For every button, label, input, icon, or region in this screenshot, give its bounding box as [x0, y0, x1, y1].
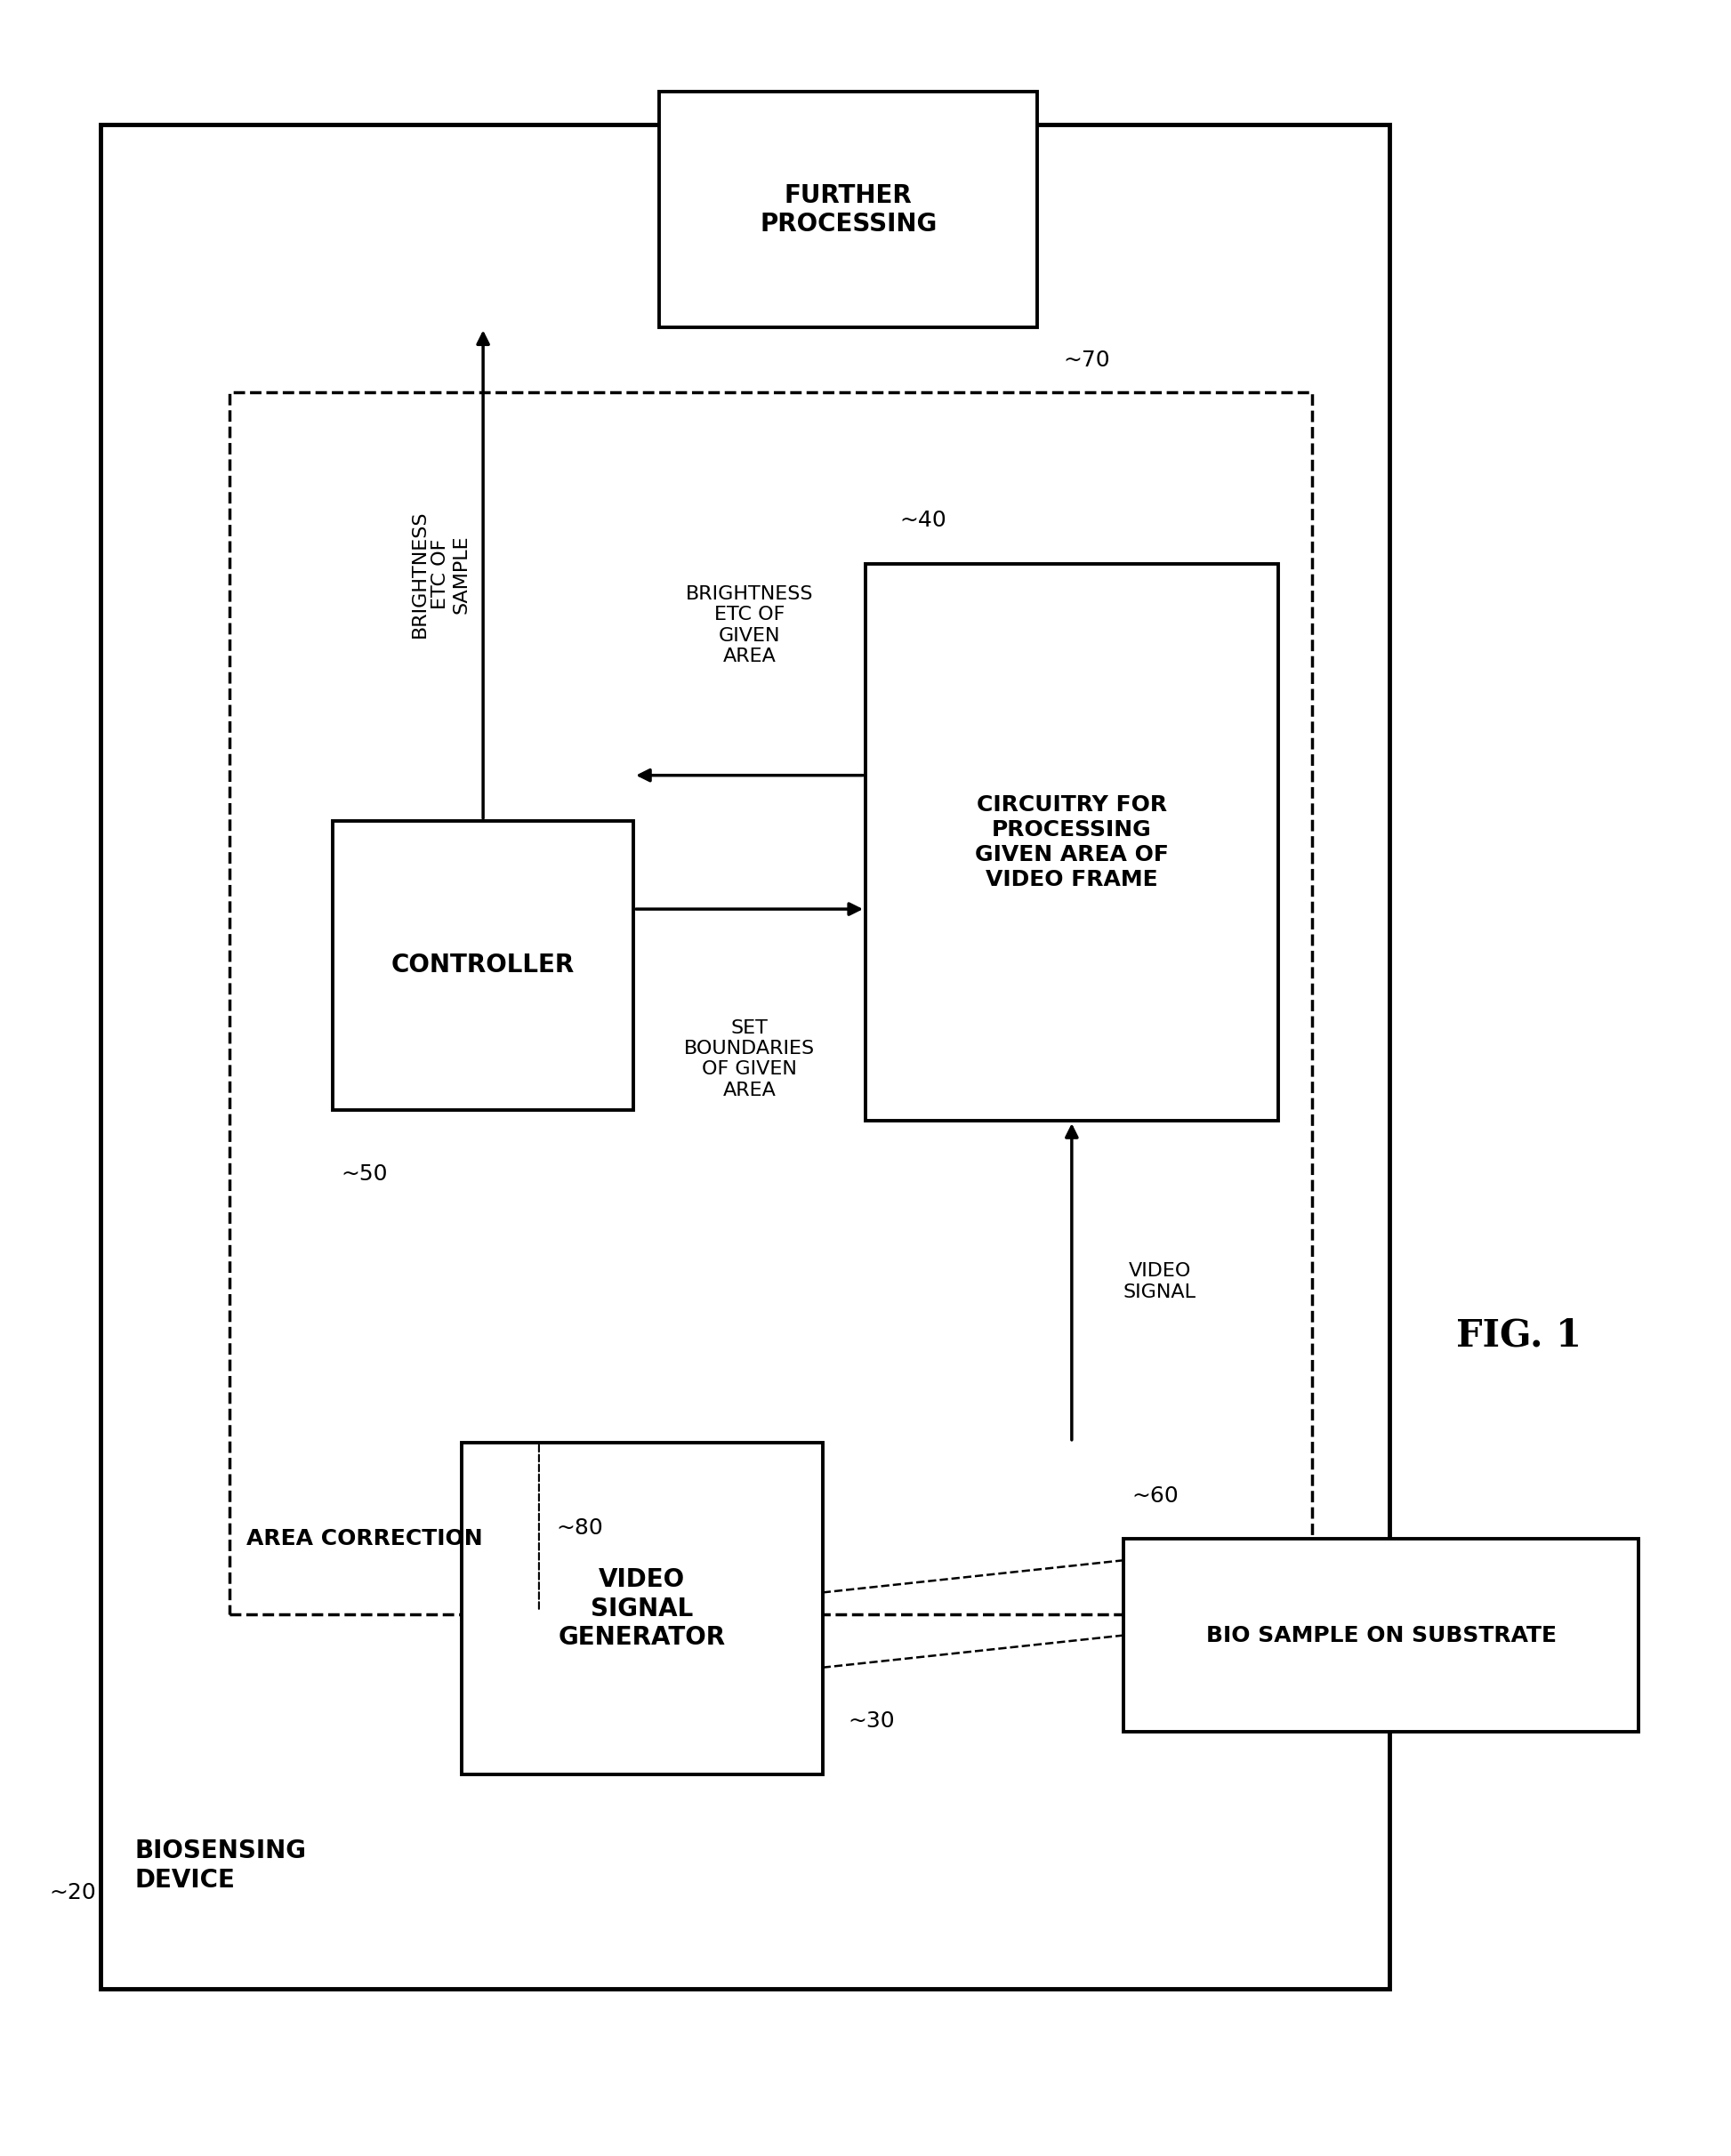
Text: ~20: ~20	[48, 1882, 95, 1904]
Text: AREA CORRECTION: AREA CORRECTION	[248, 1529, 483, 1550]
Text: BRIGHTNESS
ETC OF
SAMPLE: BRIGHTNESS ETC OF SAMPLE	[410, 511, 469, 638]
Text: FURTHER
PROCESSING: FURTHER PROCESSING	[760, 183, 936, 237]
Text: BIO SAMPLE ON SUBSTRATE: BIO SAMPLE ON SUBSTRATE	[1207, 1626, 1556, 1645]
Bar	[866, 563, 1277, 1121]
Text: VIDEO
SIGNAL
GENERATOR: VIDEO SIGNAL GENERATOR	[559, 1567, 725, 1649]
Text: CONTROLLER: CONTROLLER	[391, 953, 575, 979]
Text: ~30: ~30	[848, 1710, 895, 1731]
Text: ~40: ~40	[900, 511, 947, 530]
Text: BRIGHTNESS
ETC OF
GIVEN
AREA: BRIGHTNESS ETC OF GIVEN AREA	[685, 586, 814, 664]
Text: ~80: ~80	[556, 1518, 602, 1539]
Text: SET
BOUNDARIES
OF GIVEN
AREA: SET BOUNDARIES OF GIVEN AREA	[684, 1020, 815, 1100]
Text: ~60: ~60	[1132, 1485, 1179, 1507]
Text: BIOSENSING
DEVICE: BIOSENSING DEVICE	[135, 1839, 306, 1893]
Text: ~50: ~50	[341, 1164, 388, 1186]
Text: ~70: ~70	[1063, 349, 1110, 371]
Bar	[462, 1442, 822, 1774]
Text: CIRCUITRY FOR
PROCESSING
GIVEN AREA OF
VIDEO FRAME: CIRCUITRY FOR PROCESSING GIVEN AREA OF V…	[975, 793, 1168, 890]
Bar	[660, 93, 1037, 328]
Bar	[100, 125, 1390, 1990]
Bar	[230, 392, 1312, 1615]
Bar	[1123, 1539, 1639, 1731]
Bar	[332, 821, 634, 1110]
Text: FIG. 1: FIG. 1	[1456, 1317, 1582, 1354]
Text: VIDEO
SIGNAL: VIDEO SIGNAL	[1123, 1263, 1196, 1300]
